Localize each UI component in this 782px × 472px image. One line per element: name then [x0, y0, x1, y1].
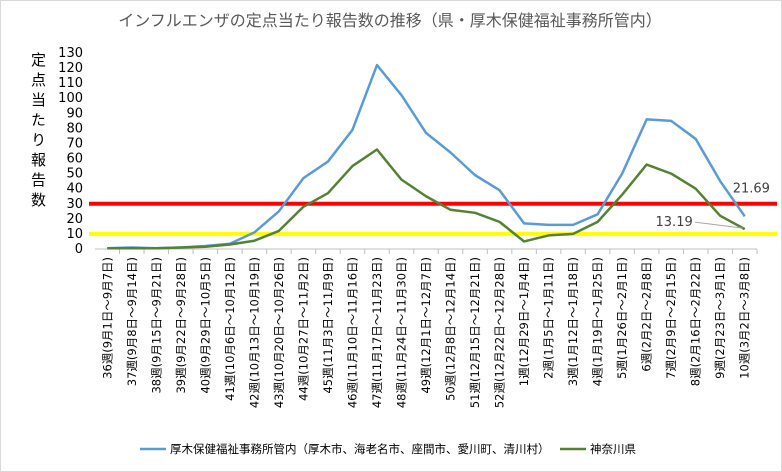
x-tick-label: 45週(11月3日～11月9日) [321, 257, 335, 394]
y-tick-label: 40 [66, 182, 83, 197]
x-tick-label: 52週(12月22日～12月28日) [493, 257, 507, 408]
x-tick-label: 10週(3月2日～3月8日) [738, 257, 752, 379]
x-tick-label: 5週(1月26日～2月1日) [615, 257, 629, 379]
x-tick-label: 39週(9月22日～9月28日) [174, 257, 188, 394]
leader-line [694, 221, 743, 229]
y-tick-label: 120 [58, 61, 83, 76]
y-tick-label: 0 [75, 242, 83, 257]
y-tick-label: 60 [66, 152, 83, 167]
y-tick-label: 110 [58, 76, 83, 91]
x-tick-label: 9週(2月23日～3月1日) [713, 257, 727, 379]
x-tick-label: 1週(12月29日～1月4日) [517, 257, 531, 386]
data-label: 21.69 [733, 181, 770, 196]
x-tick-label: 43週(10月20日～10月26日) [272, 257, 286, 408]
x-tick-label: 42週(10月13日～10月19日) [247, 257, 261, 408]
series-line [107, 148, 746, 250]
x-tick-label: 49週(12月1日～12月7日) [419, 257, 433, 394]
x-tick-label: 7週(2月9日～2月15日) [664, 257, 678, 379]
y-tick-label: 30 [66, 197, 83, 212]
x-tick-label: 48週(11月24日～11月30日) [394, 257, 408, 408]
x-tick-label: 46週(11月10日～11月16日) [345, 257, 359, 408]
y-tick-label: 80 [66, 121, 83, 136]
y-tick-label: 70 [66, 136, 83, 151]
x-tick-label: 38週(9月15日～9月21日) [149, 257, 163, 394]
x-tick-label: 8週(2月16日～2月22日) [689, 257, 703, 386]
x-tick-label: 37週(9月8日～9月14日) [125, 257, 139, 386]
x-tick-label: 51週(12月15日～12月21日) [468, 257, 482, 408]
chart-title: インフルエンザの定点当たり報告数の推移（県・厚木保健福祉事務所管内） [118, 11, 662, 30]
x-tick-label: 4週(1月19日～1月25日) [591, 257, 605, 386]
y-tick-label: 100 [58, 91, 83, 106]
y-tick-label: 130 [58, 46, 83, 61]
x-tick-label: 44週(10月27日～11月2日) [296, 257, 310, 401]
y-tick-label: 50 [66, 167, 83, 182]
y-axis-label: 定点当たり報告数 [29, 52, 47, 212]
x-tick-label: 6週(2月2日～2月8日) [640, 257, 654, 372]
y-tick-label: 10 [66, 227, 83, 242]
y-tick-label: 20 [66, 212, 83, 227]
x-tick-label: 36週(9月1日～9月7日) [100, 257, 114, 379]
x-tick-label: 3週(1月12日～1月18日) [566, 257, 580, 386]
x-tick-label: 41週(10月6日～10月12日) [223, 257, 237, 401]
y-tick-label: 90 [66, 106, 83, 121]
data-label: 13.19 [656, 215, 693, 230]
x-tick-label: 40週(9月29日～10月5日) [198, 257, 212, 394]
x-tick-label: 47週(11月17日～11月23日) [370, 257, 384, 408]
x-tick-label: 2週(1月5日～1月11日) [542, 257, 556, 379]
legend-label: 神奈川県 [590, 442, 636, 456]
x-tick-label: 50週(12月8日～12月14日) [444, 257, 458, 401]
legend-label: 厚木保健福祉事務所管内（厚木市、海老名市、座間市、愛川町、清川村） [170, 442, 550, 456]
